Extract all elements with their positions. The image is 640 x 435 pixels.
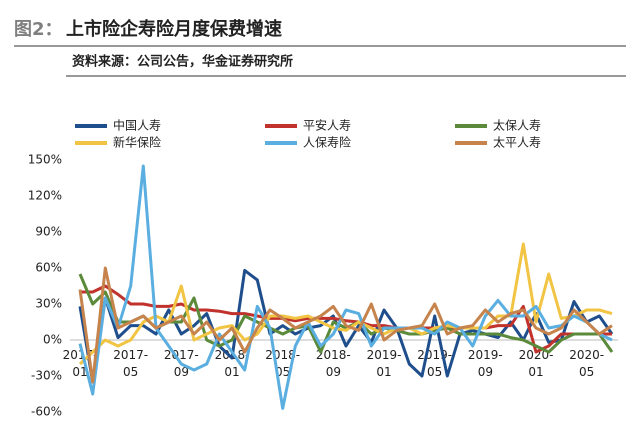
series-line	[80, 284, 612, 354]
legend-label: 新华保险	[113, 135, 161, 150]
y-tick-label: 0%	[43, 333, 62, 347]
x-tick-label: 2019-01	[367, 348, 402, 379]
y-tick-label: 150%	[28, 153, 62, 167]
y-tick-label: 60%	[35, 261, 62, 275]
x-tick-label: 2017-05	[113, 348, 148, 379]
x-tick-label: 2018-09	[316, 348, 351, 379]
legend-label: 太保人寿	[493, 118, 541, 133]
x-tick-label: 2019-09	[468, 348, 503, 379]
x-tick-label: 2020-05	[569, 348, 604, 379]
y-tick-label: 30%	[35, 297, 62, 311]
y-tick-label: 120%	[28, 189, 62, 203]
legend-label: 人保寿险	[303, 135, 351, 150]
series-line	[78, 266, 613, 384]
chart-title: 上市险企寿险月度保费增速	[66, 18, 282, 40]
figure-label: 图2：	[14, 19, 63, 40]
y-tick-label: 90%	[35, 225, 62, 239]
legend-label: 中国人寿	[113, 118, 161, 133]
y-tick-label: -30%	[31, 369, 62, 383]
legend-label: 太平人寿	[493, 135, 541, 150]
legend-label: 平安人寿	[303, 118, 351, 133]
series-line	[78, 164, 613, 410]
y-tick-label: -60%	[31, 405, 62, 419]
source: 资料来源：公司公告，华金证券研究所	[72, 54, 293, 70]
